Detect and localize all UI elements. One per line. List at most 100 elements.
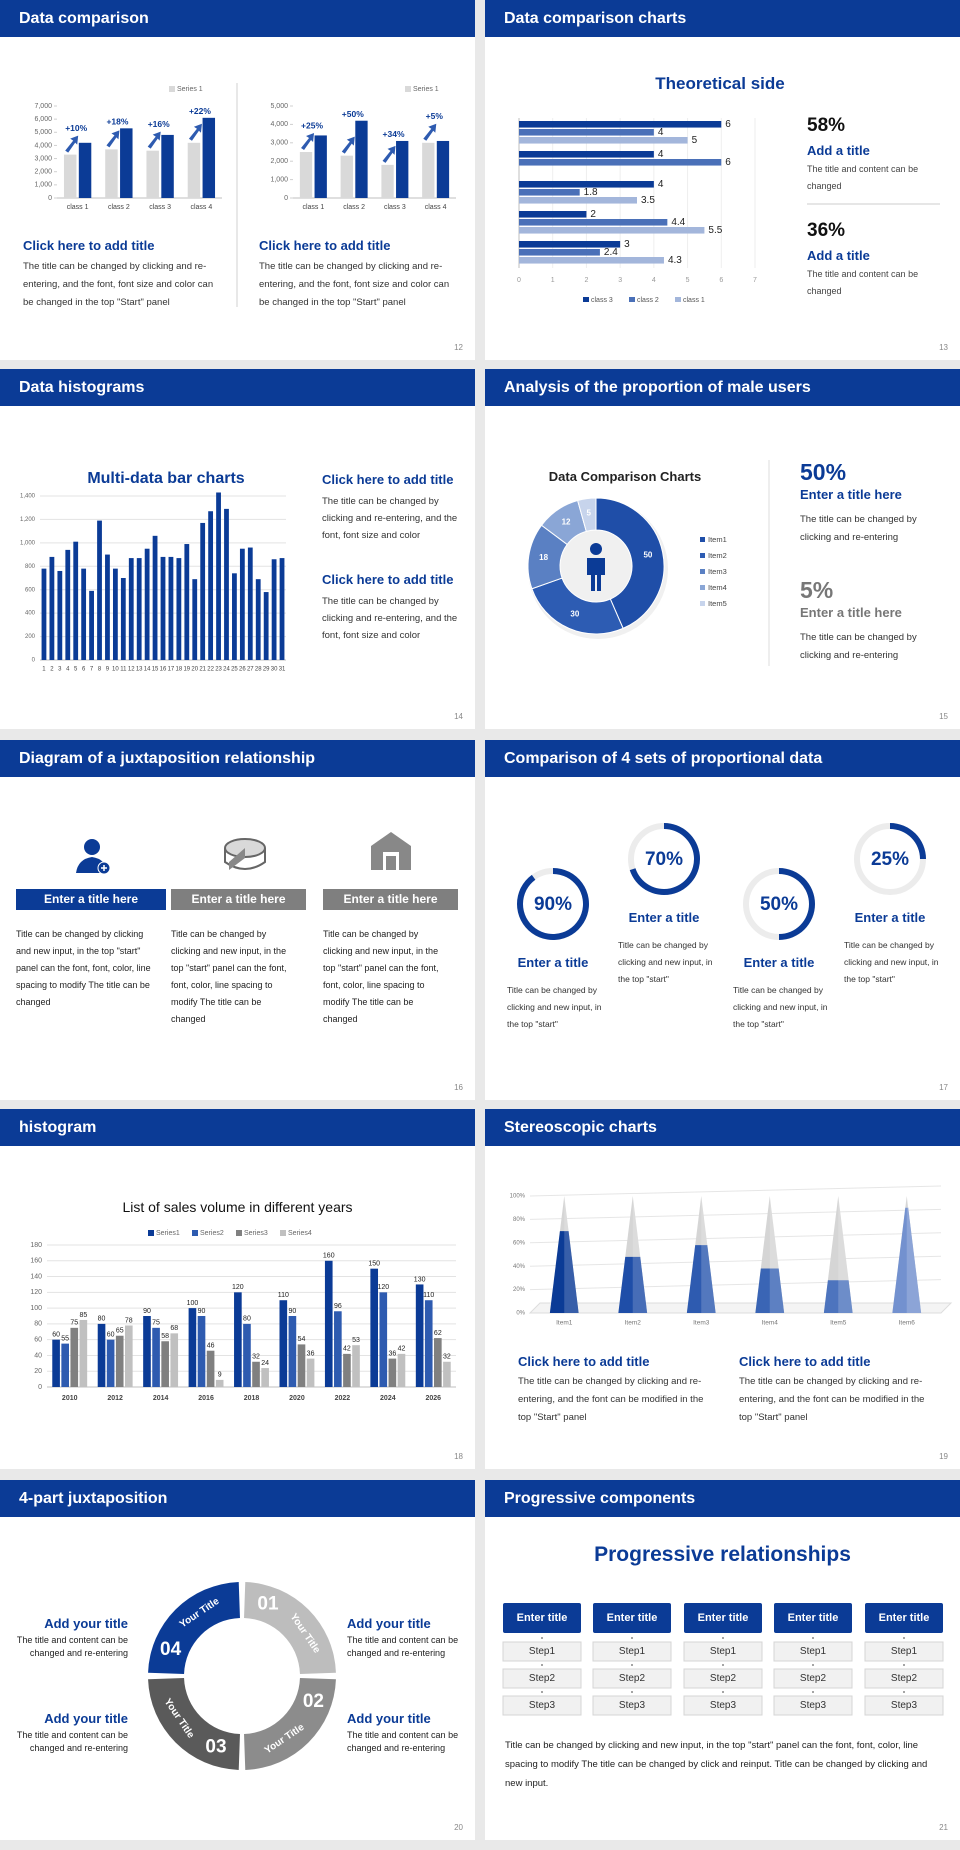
block-title: Click here to add title [739, 1354, 871, 1369]
y-tick-label: 140 [30, 1273, 42, 1280]
item-text: The title and content can be changed and… [347, 1635, 459, 1658]
ring-segment [148, 1582, 240, 1674]
data-label: 6 [725, 157, 731, 168]
cone [823, 1280, 853, 1313]
grid-line [529, 1232, 942, 1244]
legend-label: Series 1 [413, 86, 439, 93]
bar [519, 219, 668, 226]
icon-door-inner [386, 856, 396, 870]
annotation: +5% [426, 111, 444, 121]
column-title: Enter title [516, 1612, 568, 1624]
y-tick-label: 100 [30, 1305, 42, 1312]
x-tick-label: 23 [215, 667, 222, 673]
stat-value: 36% [807, 220, 846, 241]
data-label: 3 [624, 239, 630, 250]
data-label: 75 [70, 1320, 78, 1327]
item-title: Add your title [347, 1616, 431, 1631]
y-tick-label: 1,400 [20, 494, 36, 500]
x-tick-label: class 1 [302, 204, 324, 211]
y-tick-label: 400 [25, 611, 36, 617]
x-tick-label: 15 [152, 667, 159, 673]
cone [549, 1231, 579, 1313]
page-number: 17 [939, 1083, 948, 1092]
bar [128, 558, 134, 660]
bar [422, 142, 435, 198]
donut-slice [595, 497, 665, 630]
icon-pie-side [224, 848, 266, 870]
data-label: 90 [289, 1308, 297, 1315]
legend-swatch [700, 569, 705, 574]
block-text: The title can be changed by clicking and… [322, 496, 458, 541]
item-text: Title can be changed by clicking and new… [844, 940, 939, 984]
bar [206, 1350, 215, 1387]
data-label: 60 [107, 1332, 115, 1339]
x-tick-label: 2020 [289, 1395, 305, 1402]
step-box [864, 1641, 944, 1662]
slide-header: Data comparison [0, 0, 475, 37]
legend-label: class 2 [637, 297, 659, 304]
arrow-icon [341, 136, 355, 154]
bar [115, 1335, 124, 1387]
x-tick-label: 6 [82, 667, 86, 673]
bar [197, 1316, 206, 1387]
data-label: 55 [61, 1335, 69, 1342]
legend-label: Item2 [708, 551, 727, 560]
step-box [773, 1668, 853, 1689]
x-tick-label: 3 [618, 277, 622, 284]
y-tick-label: 3,000 [270, 140, 288, 147]
arrow-icon [301, 133, 315, 150]
column-title: Enter title [606, 1612, 658, 1624]
y-tick-label: 180 [30, 1242, 42, 1249]
connector-dot [812, 1691, 814, 1693]
y-tick-label: 0% [516, 1311, 525, 1317]
ring-arc [779, 868, 815, 940]
bar [343, 1353, 351, 1387]
x-tick-label: 4 [66, 667, 70, 673]
legend-swatch [629, 297, 635, 302]
bar [97, 520, 102, 660]
donut-slice [577, 497, 597, 532]
bar [424, 1300, 433, 1387]
block-title: Click here to add title [259, 238, 391, 253]
step-box [592, 1695, 672, 1716]
bar [106, 1339, 115, 1387]
step-box [502, 1641, 582, 1662]
bar [314, 135, 327, 198]
y-tick-label: 120 [30, 1289, 42, 1296]
y-tick-label: 200 [25, 634, 36, 640]
item-text: Title can be changed by clicking and new… [171, 929, 287, 1024]
x-tick-label: 22 [207, 667, 214, 673]
x-tick-label: 4 [652, 277, 656, 284]
data-label: 1.8 [584, 187, 598, 198]
slide-graphics [502, 1603, 944, 1716]
cone-shade [632, 1196, 648, 1313]
bar [443, 1361, 451, 1387]
connector-dot [722, 1637, 724, 1639]
bar [200, 522, 206, 660]
x-tick-label: Item2 [625, 1320, 642, 1327]
bar [232, 573, 237, 660]
slide-header: Data histograms [0, 369, 475, 406]
stat-text: The title and content can be changed [807, 269, 919, 296]
data-label: 32 [252, 1354, 260, 1361]
data-label: 62 [434, 1330, 442, 1337]
bar [105, 149, 118, 198]
x-tick-label: 2018 [244, 1395, 260, 1402]
x-tick-label: 26 [239, 667, 246, 673]
page-number: 13 [939, 343, 948, 352]
bar [396, 140, 409, 198]
x-tick-label: 2026 [425, 1395, 441, 1402]
block-text: The title can be changed by clicking and… [23, 261, 214, 308]
bar [297, 1344, 306, 1387]
cone-shade [769, 1196, 785, 1313]
legend-swatch [280, 1230, 286, 1236]
bar [146, 150, 159, 198]
x-tick-label: 3 [58, 667, 62, 673]
connector-dot [541, 1664, 543, 1666]
bar [234, 1292, 242, 1387]
x-tick-label: class 3 [149, 204, 171, 211]
x-tick-label: 7 [753, 277, 757, 284]
slide-graphics: 0 1,000 2,000 3,000 4,000 5,000 6,000 7,000 clas… [34, 83, 456, 307]
chart-title: Multi-data bar charts [87, 470, 245, 487]
column-title: Enter title [787, 1612, 839, 1624]
